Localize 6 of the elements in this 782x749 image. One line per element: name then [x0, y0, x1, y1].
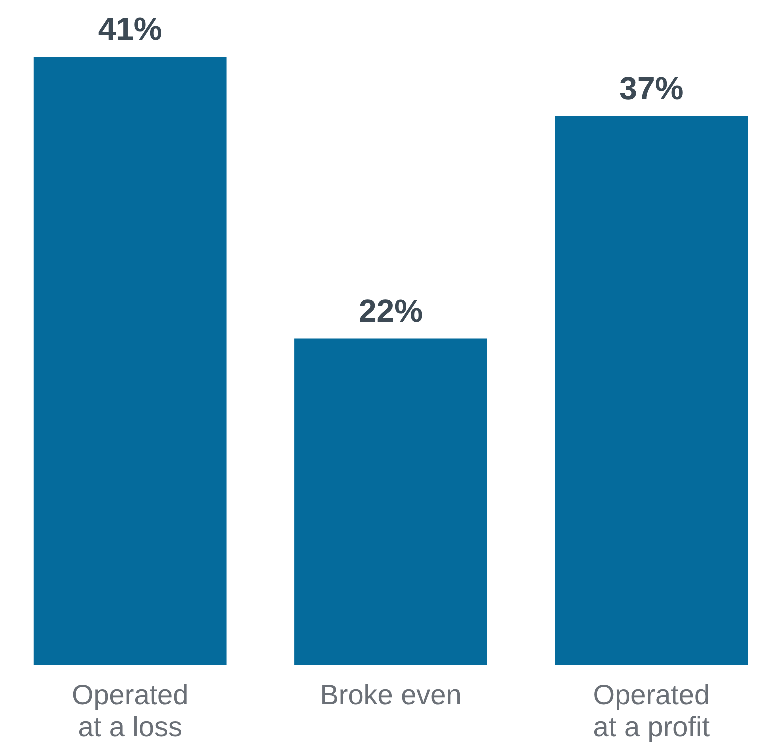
- data-label: 37%: [620, 70, 684, 106]
- data-label: 41%: [98, 11, 162, 47]
- data-label: 22%: [358, 292, 424, 329]
- x-tick-label: Broke even: [320, 680, 462, 710]
- x-tick-label: Operated at a loss: [72, 680, 189, 742]
- x-tick-label: Operated at a profit: [593, 680, 710, 742]
